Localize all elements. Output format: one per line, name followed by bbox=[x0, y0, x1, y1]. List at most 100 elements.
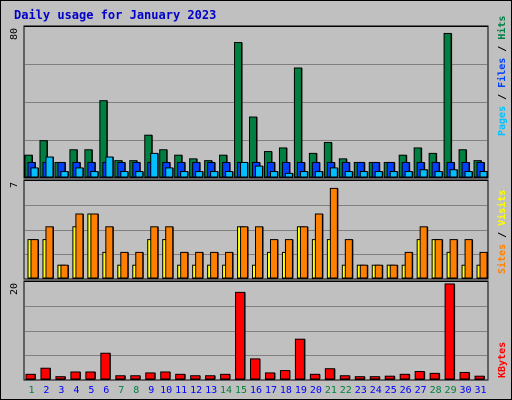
panel-2-scale-label: 7 bbox=[9, 182, 20, 188]
pages-bar-day-18-body bbox=[284, 172, 293, 178]
sites-bar-day-20 bbox=[314, 213, 324, 279]
pages-bar-day-15-body bbox=[240, 161, 249, 178]
pages-bar-day-28-body bbox=[434, 171, 443, 178]
sites-bar-day-25 bbox=[389, 264, 399, 279]
pages-bar-day-8-body bbox=[135, 171, 144, 178]
pages-bar-day-2-body bbox=[45, 156, 54, 178]
kbytes-bar-day-9 bbox=[145, 372, 156, 380]
kbytes-bar-day-31 bbox=[474, 375, 486, 380]
sites-bar-day-3 bbox=[60, 264, 69, 279]
sites-bar-day-12 bbox=[195, 251, 204, 279]
sites-bar-day-23 bbox=[359, 264, 369, 279]
day-label-31: 31 bbox=[474, 385, 486, 396]
kbytes-bar-day-20-body bbox=[309, 373, 320, 380]
kbytes-bar-day-5-body bbox=[85, 371, 96, 380]
sites-bar-day-14-body bbox=[225, 251, 234, 279]
pages-bar-day-17-body bbox=[269, 171, 278, 178]
day-label-15: 15 bbox=[235, 385, 247, 396]
sites-bar-day-25-body bbox=[389, 264, 398, 279]
hits-bar-day-29 bbox=[443, 32, 453, 178]
legend-pages-files-hits: Pages / Files / Hits bbox=[496, 16, 508, 136]
pages-bar-day-22-body bbox=[344, 171, 353, 178]
sites-bar-day-6 bbox=[105, 226, 114, 279]
kbytes-bar-day-12 bbox=[190, 375, 201, 380]
kbytes-bar-day-22-body bbox=[339, 375, 350, 380]
day-label-9: 9 bbox=[148, 385, 154, 396]
chart-title: Daily usage for January 2023 bbox=[14, 8, 217, 22]
pages-bar-day-5-body bbox=[90, 171, 99, 178]
hits-bar-day-15-body bbox=[234, 42, 243, 178]
day-label-30: 30 bbox=[460, 385, 472, 396]
kbytes-bar-day-29-body bbox=[444, 283, 455, 380]
pages-bar-day-19-body bbox=[299, 171, 308, 178]
sites-bar-day-10-body bbox=[165, 226, 174, 279]
day-label-27: 27 bbox=[415, 385, 427, 396]
kbytes-bar-day-13 bbox=[205, 375, 216, 380]
sites-bar-day-7 bbox=[120, 251, 129, 279]
kbytes-bar-day-12-body bbox=[190, 375, 201, 380]
pages-bar-day-31-body bbox=[479, 171, 488, 178]
kbytes-bar-day-8 bbox=[130, 375, 141, 380]
pages-bar-day-9 bbox=[150, 152, 159, 178]
kbytes-bar-day-1-body bbox=[25, 373, 36, 380]
pages-bar-day-20 bbox=[314, 171, 324, 178]
legend-pages-files-hits-files: Files bbox=[496, 58, 508, 88]
hits-bar-day-19 bbox=[293, 67, 303, 178]
sites-bar-day-10 bbox=[165, 226, 174, 279]
kbytes-bar-day-30-body bbox=[459, 371, 470, 380]
sites-bar-day-30 bbox=[464, 239, 474, 279]
pages-bar-day-27 bbox=[419, 169, 429, 178]
kbytes-bar-day-9-body bbox=[145, 372, 156, 380]
legend-pages-files-hits-separator: / bbox=[497, 88, 508, 106]
sites-bar-day-1-body bbox=[30, 239, 39, 279]
kbytes-bar-day-7-body bbox=[115, 375, 126, 380]
kbytes-bar-day-10 bbox=[160, 371, 171, 380]
day-label-29: 29 bbox=[445, 385, 457, 396]
hits-bar-day-29-body bbox=[443, 32, 452, 178]
day-label-5: 5 bbox=[88, 385, 94, 396]
sites-bar-day-16-body bbox=[255, 226, 264, 279]
sites-bar-day-17-body bbox=[269, 239, 278, 279]
kbytes-bar-day-21-body bbox=[324, 368, 335, 380]
pages-bar-day-3-body bbox=[60, 171, 69, 178]
day-label-14: 14 bbox=[220, 385, 232, 396]
sites-bar-day-26-body bbox=[404, 251, 413, 279]
sites-bar-day-27 bbox=[419, 226, 429, 279]
kbytes-bar-day-4-body bbox=[70, 371, 81, 380]
pages-bar-day-12 bbox=[195, 171, 204, 178]
pages-bar-day-19 bbox=[299, 171, 309, 178]
sites-bar-day-5 bbox=[90, 213, 99, 279]
kbytes-bar-day-29 bbox=[444, 283, 456, 380]
pages-bar-day-26-body bbox=[404, 171, 413, 178]
kbytes-bar-day-15-body bbox=[235, 291, 246, 380]
pages-bar-day-13 bbox=[210, 171, 219, 178]
day-label-11: 11 bbox=[175, 385, 187, 396]
pages-bar-day-1 bbox=[30, 167, 39, 178]
day-label-12: 12 bbox=[190, 385, 202, 396]
kbytes-bar-day-16-body bbox=[250, 358, 261, 380]
kbytes-bar-day-17-body bbox=[264, 372, 275, 380]
sites-bar-day-21 bbox=[329, 187, 339, 279]
kbytes-bar-day-26-body bbox=[399, 373, 410, 380]
sites-bar-day-15-body bbox=[240, 226, 249, 279]
pages-bar-day-11-body bbox=[180, 171, 189, 178]
sites-bar-day-30-body bbox=[464, 239, 473, 279]
kbytes-bar-day-8-body bbox=[130, 375, 141, 380]
kbytes-bar-day-28 bbox=[429, 372, 441, 380]
legend-sites-visits-sites: Sites bbox=[496, 244, 508, 274]
day-label-22: 22 bbox=[340, 385, 352, 396]
pages-bar-day-10 bbox=[165, 167, 174, 178]
pages-bar-day-24 bbox=[374, 171, 384, 178]
kbytes-bar-day-2 bbox=[40, 367, 51, 380]
sites-bar-day-8 bbox=[135, 251, 144, 279]
pages-bar-day-1-body bbox=[30, 167, 39, 178]
kbytes-bar-day-11-body bbox=[175, 373, 186, 380]
kbytes-bar-day-10-body bbox=[160, 371, 171, 380]
kbytes-bar-day-5 bbox=[85, 371, 96, 380]
sites-bar-day-13 bbox=[210, 251, 219, 279]
sites-bar-day-19 bbox=[299, 226, 309, 279]
sites-bar-day-28 bbox=[434, 239, 444, 279]
pages-bar-day-29-body bbox=[449, 169, 458, 178]
sites-bar-day-22 bbox=[344, 239, 354, 279]
kbytes-bar-day-6 bbox=[100, 352, 111, 380]
